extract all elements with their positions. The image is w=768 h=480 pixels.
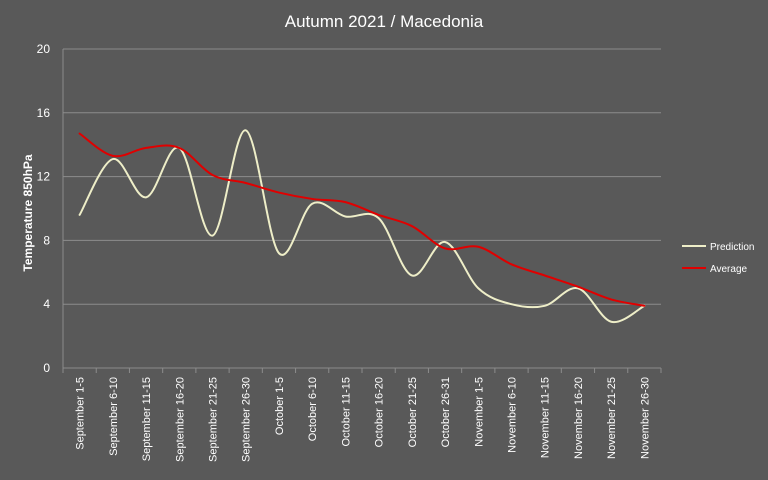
y-tick-label: 0: [43, 361, 50, 375]
x-tick-label: November 11-15: [540, 377, 552, 458]
x-tick-label: October 21-25: [407, 377, 419, 447]
chart-title: Autumn 2021 / Macedonia: [285, 12, 484, 31]
x-axis-ticks: September 1-5 September 6-10 September 11-…: [62, 368, 662, 462]
legend-label-average: Average: [710, 264, 748, 275]
y-tick-label: 12: [37, 170, 51, 184]
x-tick-label: September 16-20: [174, 377, 186, 462]
series-line-prediction: [78, 129, 646, 324]
y-tick-label: 16: [37, 106, 51, 120]
x-tick-label: November 1-5: [473, 377, 485, 447]
x-tick-label: October 1-5: [274, 377, 286, 435]
x-tick-label: October 16-20: [374, 377, 386, 447]
x-tick-label: September 1-5: [75, 377, 87, 450]
legend-label-prediction: Prediction: [710, 242, 754, 253]
legend: Prediction Average: [682, 242, 754, 275]
series-line-average: [78, 132, 646, 307]
y-tick-label: 20: [37, 42, 51, 56]
y-tick-label: 4: [43, 297, 50, 311]
x-tick-label: October 26-31: [440, 377, 452, 447]
series-lines: [78, 129, 646, 324]
y-tick-label: 8: [43, 233, 50, 247]
x-tick-label: November 6-10: [507, 377, 519, 453]
x-tick-label: September 26-30: [241, 377, 253, 462]
x-tick-label: November 21-25: [606, 377, 618, 459]
x-tick-label: September 6-10: [108, 377, 120, 456]
y-axis-label: Temperature 850hPa: [21, 154, 35, 271]
x-tick-label: November 26-30: [639, 377, 651, 459]
x-tick-label: October 11-15: [340, 377, 352, 447]
x-tick-label: October 6-10: [307, 377, 319, 441]
x-tick-label: September 21-25: [208, 377, 220, 462]
y-axis-ticks: 0 4 8 12 16 20: [37, 42, 51, 375]
x-tick-label: November 16-20: [573, 377, 585, 459]
x-tick-label: September 11-15: [141, 377, 153, 461]
